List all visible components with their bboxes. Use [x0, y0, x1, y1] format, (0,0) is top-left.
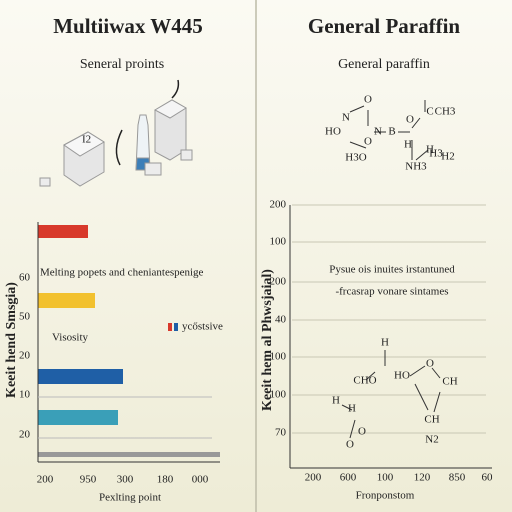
- atom-label: H: [332, 395, 340, 407]
- x-tick-label: 850: [449, 472, 466, 484]
- y-tick-label: 100: [270, 389, 287, 401]
- atom-label: C: [426, 106, 433, 118]
- cube-illustration: [39, 79, 193, 187]
- x-axis-label: Fronponstom: [356, 490, 415, 502]
- atom-label: H2: [441, 151, 454, 163]
- atom-label: O: [358, 426, 366, 438]
- atom-label: H: [426, 144, 434, 156]
- atom-label: HO: [394, 370, 410, 382]
- atom-label: H: [381, 337, 389, 349]
- atom-label: CHO: [353, 375, 376, 387]
- ticks: 60 50 20 10 20 200 950 300 180 000 200 100 200 40 100 1…: [19, 199, 493, 486]
- y-tick-label: 10: [19, 389, 31, 401]
- x-tick-label: 950: [80, 474, 97, 486]
- atom-label: O: [426, 358, 434, 370]
- y-tick-label: 50: [19, 311, 31, 323]
- atom-label: O: [364, 136, 372, 148]
- atom-label: O: [346, 439, 354, 451]
- atom-label: N2: [425, 434, 438, 446]
- y-tick-label: 100: [270, 236, 287, 248]
- x-tick-label: 600: [340, 472, 357, 484]
- x-tick-label: 120: [414, 472, 431, 484]
- atom-label: B: [388, 126, 395, 138]
- left-title: Multiiwax W445: [53, 14, 203, 38]
- x-axis-label: Pexlting point: [99, 492, 161, 504]
- atom-label: CH3: [435, 106, 456, 118]
- atom-label: N: [342, 112, 350, 124]
- right-title: General Paraffin: [308, 14, 461, 38]
- x-tick-label: 000: [192, 474, 209, 486]
- atom-label: O: [406, 114, 414, 126]
- structure-bonds: [349, 100, 429, 161]
- y-tick-label: 200: [270, 276, 287, 288]
- y-tick-label: 200: [270, 199, 287, 211]
- atom-label: O: [364, 94, 372, 106]
- x-tick-label: 300: [117, 474, 134, 486]
- y-tick-label: 70: [275, 427, 287, 439]
- atom-label: N: [374, 126, 382, 138]
- atom-label: NH3: [405, 161, 427, 173]
- bar: [38, 410, 118, 425]
- atom-label: H3: [429, 148, 443, 160]
- y-tick-label: 60: [19, 272, 31, 284]
- molecule-bonds: [341, 350, 441, 439]
- y-tick-label: 20: [19, 429, 31, 441]
- bar: [38, 369, 123, 384]
- right-subtitle: General paraffin: [338, 57, 430, 72]
- atom-label: H: [404, 139, 412, 151]
- legend-swatch: [174, 323, 178, 331]
- x-tick-label: 100: [377, 472, 394, 484]
- annotation: Pysue ois inuites irstantuned: [329, 264, 455, 276]
- bar: [38, 293, 95, 308]
- left-bars: [37, 222, 220, 463]
- annotation: Visosity: [52, 332, 89, 344]
- atom-label: CH: [442, 376, 457, 388]
- x-tick-label: 180: [157, 474, 174, 486]
- legend-swatch: [168, 323, 172, 331]
- annotation: Melting popets and chenіantespenige: [40, 267, 204, 279]
- left-subtitle: Seneral proints: [80, 57, 164, 72]
- x-tick-label: 60: [482, 472, 494, 484]
- y-tick-label: 100: [270, 351, 287, 363]
- x-tick-label: 200: [37, 474, 54, 486]
- bar: [38, 452, 220, 457]
- atom-label: H: [348, 403, 356, 415]
- atom-label: H3O: [345, 152, 366, 164]
- atom-label: CH: [424, 414, 439, 426]
- y-axis-label: Keeit hem al Phwsjaial): [260, 269, 275, 411]
- y-axis-label: Keeit hend Smsgia): [4, 282, 19, 398]
- grid: [292, 204, 486, 434]
- y-tick-label: 20: [19, 350, 31, 362]
- y-tick-label: 40: [275, 314, 287, 326]
- x-tick-label: 200: [305, 472, 322, 484]
- annotation: -frcasrap vonare sintames: [335, 286, 448, 298]
- atom-label: HO: [325, 126, 341, 138]
- icon-label: I2: [82, 134, 91, 146]
- legend-label: ycőstsive: [182, 321, 223, 333]
- bar: [38, 225, 88, 238]
